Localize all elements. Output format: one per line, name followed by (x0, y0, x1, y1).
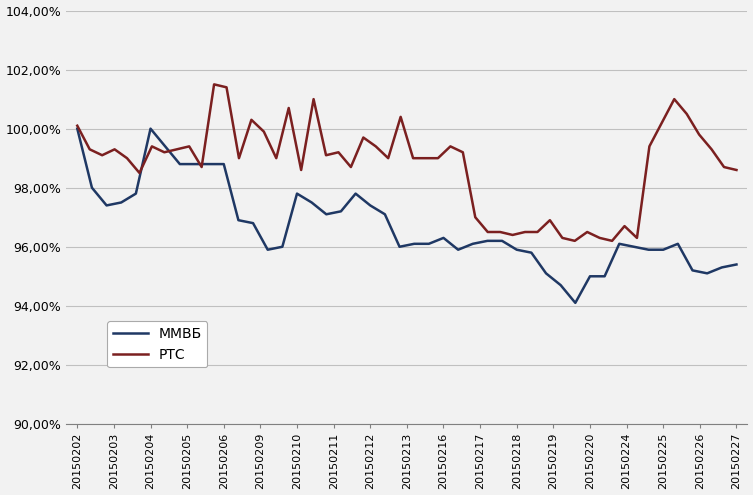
РТС (471, 214, 480, 220)
РТС (209, 81, 218, 87)
ММВБ (73, 126, 82, 132)
ММВБ (541, 270, 550, 276)
ММВБ (307, 199, 316, 205)
ММВБ (175, 161, 184, 167)
РТС (184, 144, 194, 149)
ММВБ (703, 270, 712, 276)
ММВБ (322, 211, 331, 217)
ММВБ (205, 161, 214, 167)
ММВБ (732, 261, 741, 267)
РТС (334, 149, 343, 155)
ММВБ (688, 267, 697, 273)
ММВБ (395, 244, 404, 250)
ММВБ (87, 185, 96, 191)
ММВБ (483, 238, 492, 244)
ММВБ (614, 241, 623, 247)
ММВБ (453, 247, 462, 252)
РТС (73, 123, 82, 129)
ММВБ (644, 247, 653, 252)
ММВБ (630, 244, 639, 250)
ММВБ (380, 211, 389, 217)
РТС (570, 238, 579, 244)
ММВБ (146, 126, 155, 132)
ММВБ (131, 191, 140, 197)
РТС (533, 229, 542, 235)
ММВБ (337, 208, 346, 214)
ММВБ (190, 161, 199, 167)
ММВБ (659, 247, 668, 252)
ММВБ (248, 220, 258, 226)
ММВБ (160, 144, 169, 149)
ММВБ (585, 273, 594, 279)
ММВБ (571, 300, 580, 306)
РТС (446, 144, 455, 149)
Line: ММВБ: ММВБ (78, 129, 736, 303)
ММВБ (219, 161, 228, 167)
ММВБ (556, 282, 566, 288)
ММВБ (278, 244, 287, 250)
Legend: ММВБ, РТС: ММВБ, РТС (107, 321, 208, 367)
РТС (483, 229, 492, 235)
ММВБ (410, 241, 419, 247)
ММВБ (600, 273, 609, 279)
ММВБ (366, 202, 375, 208)
ММВБ (117, 199, 126, 205)
Line: РТС: РТС (78, 84, 736, 241)
ММВБ (673, 241, 682, 247)
ММВБ (468, 241, 477, 247)
ММВБ (234, 217, 243, 223)
ММВБ (498, 238, 507, 244)
ММВБ (439, 235, 448, 241)
ММВБ (512, 247, 521, 252)
ММВБ (351, 191, 360, 197)
ММВБ (527, 249, 536, 255)
ММВБ (264, 247, 273, 252)
ММВБ (102, 202, 111, 208)
РТС (732, 167, 741, 173)
ММВБ (718, 264, 727, 270)
ММВБ (292, 191, 301, 197)
ММВБ (425, 241, 434, 247)
